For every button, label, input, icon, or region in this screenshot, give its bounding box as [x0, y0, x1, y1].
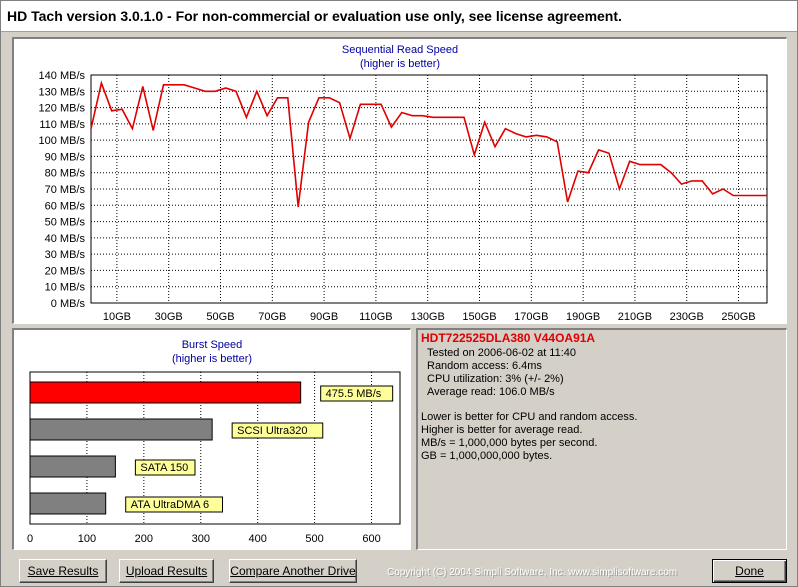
burst-x-tick-label: 400 — [249, 533, 267, 545]
drive-info-panel: HDT722525DLA380 V44OA91A Tested on 2006-… — [416, 328, 787, 550]
seq-x-tick-label: 30GB — [155, 311, 183, 323]
seq-y-tick-label: 0 MB/s — [51, 298, 86, 310]
seq-y-tick-label: 70 MB/s — [45, 184, 86, 196]
seq-y-tick-label: 120 MB/s — [39, 103, 86, 115]
seq-y-tick-label: 40 MB/s — [45, 233, 86, 245]
burst-bar-label-box — [231, 422, 324, 439]
done-label: Done — [735, 564, 764, 578]
burst-chart-title: Burst Speed (higher is better) — [14, 338, 410, 366]
save-results-label: Save Results — [27, 564, 99, 578]
burst-speed-panel: Burst Speed (higher is better) 0 100 200 30… — [12, 328, 411, 550]
seq-x-tick-label: 150GB — [462, 311, 496, 323]
seq-read-line — [90, 80, 767, 207]
seq-y-tick-label: 80 MB/s — [45, 168, 86, 180]
seq-x-tick-label: 210GB — [618, 311, 652, 323]
burst-chart-title-line2: (higher is better) — [171, 353, 253, 365]
seq-x-tick-label: 70GB — [258, 311, 286, 323]
seq-y-tick-label: 30 MB/s — [45, 249, 86, 261]
burst-bar — [29, 381, 302, 404]
seq-y-tick-label: 20 MB/s — [45, 265, 86, 277]
seq-x-tick-label: 250GB — [721, 311, 755, 323]
upload-results-button[interactable]: Upload Results — [119, 559, 214, 583]
seq-x-tick-label: 190GB — [566, 311, 600, 323]
tested-on: Tested on 2006-06-02 at 11:40 — [427, 347, 577, 359]
note-higher-better: Higher is better for average read. — [421, 424, 583, 436]
copyright-text: Copyright (C) 2004 Simpli Software, Inc.… — [387, 567, 678, 578]
seq-y-tick-label: 100 MB/s — [39, 135, 86, 147]
burst-bar-label-box — [125, 496, 224, 513]
sequential-read-chart: 0 MB/s 10 MB/s 20 MB/s 30 MB/s 40 MB/s 50 MB/… — [39, 70, 768, 323]
burst-bar — [29, 418, 213, 441]
seq-chart-title-line2: (higher is better) — [359, 58, 441, 70]
seq-x-tick-label: 130GB — [411, 311, 445, 323]
done-button[interactable]: Done — [712, 559, 787, 583]
cpu-utilization: CPU utilization: 3% (+/- 2%) — [427, 373, 564, 385]
seq-x-tick-label: 110GB — [359, 311, 392, 323]
burst-chart-title-line1: Burst Speed — [181, 339, 243, 351]
seq-y-tick-label: 60 MB/s — [45, 200, 86, 212]
seq-y-tick-label: 130 MB/s — [39, 86, 86, 98]
burst-bar — [29, 492, 107, 515]
title-bar: HD Tach version 3.0.1.0 - For non-commer… — [1, 1, 797, 32]
burst-bar-label-box — [320, 385, 394, 402]
seq-x-tick-label: 230GB — [670, 311, 704, 323]
burst-bar-label: ATA UltraDMA 6 — [131, 499, 209, 511]
seq-x-tick-label: 10GB — [103, 311, 131, 323]
average-read: Average read: 106.0 MB/s — [427, 386, 555, 398]
note-mbs-definition: MB/s = 1,000,000 bytes per second. — [421, 437, 598, 449]
burst-x-tick-label: 300 — [192, 533, 210, 545]
burst-bar-label: SATA 150 — [140, 462, 188, 474]
burst-bar — [29, 455, 116, 478]
compare-another-drive-label: Compare Another Drive — [230, 564, 356, 578]
seq-y-tick-label: 90 MB/s — [45, 151, 86, 163]
burst-speed-chart: 0 100 200 300 400 500 600 475.5 MB/s SCSI Ultra3… — [27, 371, 401, 545]
window-title: HD Tach version 3.0.1.0 - For non-commer… — [7, 8, 622, 24]
burst-bar-label-box — [134, 459, 196, 476]
sequential-read-panel: Sequential Read Speed (higher is better)… — [12, 37, 787, 324]
note-gb-definition: GB = 1,000,000,000 bytes. — [421, 450, 553, 462]
note-lower-better: Lower is better for CPU and random acces… — [421, 411, 638, 423]
save-results-button[interactable]: Save Results — [19, 559, 107, 583]
burst-x-tick-label: 0 — [27, 533, 33, 545]
burst-bar-label: 475.5 MB/s — [326, 388, 382, 400]
burst-x-tick-label: 600 — [362, 533, 380, 545]
seq-chart-title-line1: Sequential Read Speed — [341, 44, 459, 56]
seq-plot-area — [90, 74, 768, 304]
drive-name: HDT722525DLA380 V44OA91A — [421, 331, 596, 345]
burst-bar-label: SCSI Ultra320 — [237, 425, 307, 437]
seq-y-tick-label: 110 MB/s — [39, 119, 85, 131]
seq-x-tick-label: 50GB — [206, 311, 234, 323]
seq-chart-title: Sequential Read Speed (higher is better) — [14, 43, 786, 71]
random-access: Random access: 6.4ms — [427, 360, 542, 372]
upload-results-label: Upload Results — [125, 564, 208, 578]
seq-y-tick-label: 140 MB/s — [39, 70, 86, 82]
burst-x-tick-label: 500 — [305, 533, 323, 545]
burst-x-tick-label: 100 — [78, 533, 96, 545]
seq-x-tick-label: 170GB — [514, 311, 548, 323]
compare-another-drive-button[interactable]: Compare Another Drive — [229, 559, 357, 583]
seq-x-tick-label: 90GB — [310, 311, 338, 323]
seq-y-tick-label: 10 MB/s — [45, 282, 86, 294]
burst-x-tick-label: 200 — [135, 533, 153, 545]
seq-y-tick-label: 50 MB/s — [45, 217, 86, 229]
